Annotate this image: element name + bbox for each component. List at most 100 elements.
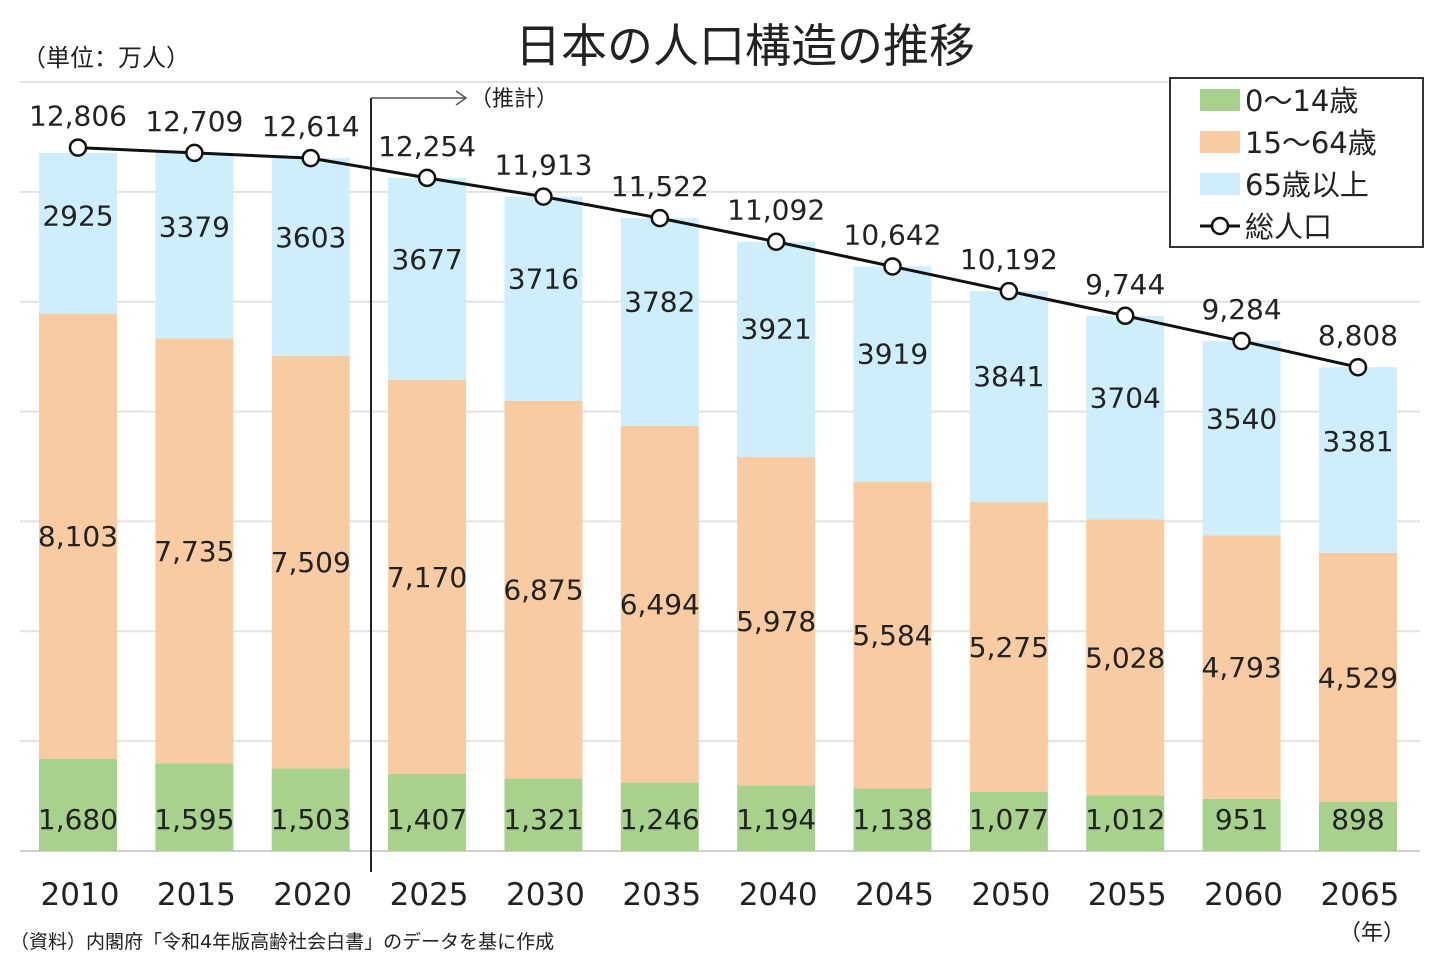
data-label: 3603 <box>275 221 346 254</box>
data-label: 1,077 <box>969 803 1049 836</box>
projection-label: （推計） <box>470 87 558 112</box>
total-label: 8,808 <box>1318 319 1398 352</box>
data-label: 3540 <box>1206 403 1277 436</box>
bar-segment-age-0-14 <box>504 778 583 851</box>
x-tick-label: 2045 <box>855 877 934 913</box>
bar-segment-age-65-plus <box>1086 315 1165 520</box>
data-label: 951 <box>1215 803 1268 836</box>
total-point <box>185 143 204 163</box>
bar-segment-age-0-14 <box>155 763 234 851</box>
total-point <box>1348 357 1368 377</box>
x-tick-label: 2025 <box>390 877 469 913</box>
total-point <box>1115 306 1135 326</box>
total-line <box>77 146 1359 369</box>
legend-swatch <box>1200 131 1240 153</box>
total-population-line: 12,806 12,709 12,614 12,254 11,913 11,522 11,0… <box>29 100 1398 377</box>
bar-segment-age-65-plus <box>155 152 234 339</box>
bar-segment-age-0-14 <box>271 768 350 851</box>
data-label: 5,275 <box>969 631 1049 664</box>
chart-title: 日本の人口構造の推移 <box>515 19 975 73</box>
data-label: 3919 <box>857 337 928 370</box>
bar-segment-age-15-64 <box>388 379 467 774</box>
total-point <box>301 148 320 168</box>
bar-segment-age-15-64 <box>1318 552 1397 802</box>
bar-segment-age-15-64 <box>1086 519 1165 796</box>
data-label: 7,170 <box>387 561 467 594</box>
data-label: 1,138 <box>852 803 932 836</box>
gridlines <box>20 81 1420 852</box>
total-label: 12,614 <box>262 110 360 143</box>
data-label: 1,321 <box>503 803 583 836</box>
legend-label: 65歳以上 <box>1245 168 1369 202</box>
data-label: 5,584 <box>852 619 932 652</box>
legend-marker <box>1210 216 1230 236</box>
data-label: 8,103 <box>38 520 118 553</box>
x-tick-label: 2035 <box>622 877 701 913</box>
legend-swatch <box>1200 173 1240 195</box>
x-tick-label: 2010 <box>41 877 120 913</box>
data-label: 3716 <box>508 263 579 296</box>
bar-segment-age-65-plus <box>620 218 699 426</box>
data-label: 2925 <box>42 199 113 232</box>
data-label: 3841 <box>973 360 1044 393</box>
x-tick-label: 2015 <box>157 877 236 913</box>
bar-segment-age-15-64 <box>1202 535 1281 799</box>
unit-label: （単位：万人） <box>22 44 190 72</box>
bar-segment-age-15-64 <box>737 457 816 786</box>
x-tick-label: 2060 <box>1204 877 1283 913</box>
projection-arrow-head <box>455 90 468 106</box>
data-label: 6,875 <box>503 574 583 607</box>
data-label: 3379 <box>159 210 230 243</box>
bar-segment-age-15-64 <box>969 502 1048 792</box>
x-tick-label: 2055 <box>1088 877 1167 913</box>
bar-segment-age-65-plus <box>969 291 1048 503</box>
bar-segment-age-15-64 <box>271 355 350 769</box>
data-label: 5,028 <box>1085 641 1165 674</box>
bar-segment-age-65-plus <box>1202 341 1281 536</box>
data-label: 3704 <box>1090 381 1161 414</box>
bar-segment-age-15-64 <box>504 400 583 779</box>
data-label: 3782 <box>624 286 695 319</box>
total-label: 10,642 <box>844 218 942 251</box>
x-tick-label: 2030 <box>506 877 585 913</box>
bar-segment-age-0-14 <box>388 773 467 851</box>
data-label: 3921 <box>741 313 812 346</box>
total-label: 12,806 <box>29 100 127 133</box>
data-label: 1,595 <box>154 803 234 836</box>
total-point <box>417 168 437 188</box>
total-label: 12,709 <box>145 105 243 138</box>
legend-swatch <box>1200 89 1240 111</box>
data-label: 4,529 <box>1318 661 1398 694</box>
bar-segment-age-65-plus <box>39 152 117 314</box>
total-point <box>883 257 902 276</box>
total-point <box>999 281 1019 301</box>
bar-segment-age-0-14 <box>1318 801 1397 851</box>
x-axis-label: （年） <box>1339 921 1405 946</box>
bar-segment-age-65-plus <box>853 266 932 482</box>
data-label: 7,509 <box>271 546 351 579</box>
bar-segment-age-0-14 <box>1202 798 1281 851</box>
data-label: 1,194 <box>736 803 816 836</box>
x-tick-label: 2065 <box>1321 877 1400 913</box>
total-label: 11,092 <box>727 194 825 227</box>
bar-segment-age-15-64 <box>39 313 117 759</box>
data-label: 7,735 <box>154 535 234 568</box>
bar-segment-age-0-14 <box>620 782 699 851</box>
bar-segment-age-0-14 <box>737 785 816 851</box>
legend-label: 0～14歳 <box>1245 84 1358 118</box>
data-label: 1,503 <box>271 803 351 836</box>
x-tick-label: 2020 <box>273 877 352 913</box>
legend-label: 総人口 <box>1245 210 1332 244</box>
data-label: 1,246 <box>620 803 700 836</box>
bar-segment-age-15-64 <box>155 338 234 764</box>
bar-segment-age-15-64 <box>853 481 932 789</box>
bar-segment-age-65-plus <box>504 196 583 401</box>
total-label: 9,284 <box>1202 293 1282 326</box>
bar-segment-age-0-14 <box>1086 795 1165 851</box>
total-label: 11,522 <box>611 170 709 203</box>
total-point <box>766 232 786 251</box>
bar-segment-age-65-plus <box>271 158 350 356</box>
data-label: 3381 <box>1322 425 1393 458</box>
data-label: 6,494 <box>620 588 700 621</box>
